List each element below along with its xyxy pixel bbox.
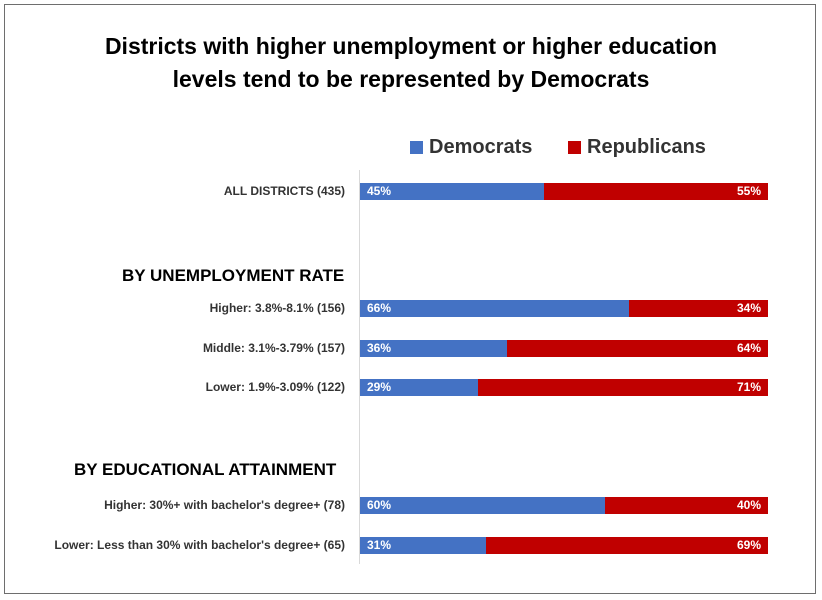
data-label-republicans: 55% (736, 184, 761, 198)
legend-item-republicans: Republicans (568, 136, 706, 159)
category-label: Lower: Less than 30% with bachelor's deg… (54, 538, 345, 552)
bar-republicans: 34% (629, 300, 768, 317)
legend-label-republicans: Republicans (587, 136, 706, 158)
legend-item-democrats: Democrats (410, 136, 532, 159)
bar-democrats: 36% (360, 340, 507, 357)
bar-republicans: 71% (478, 379, 768, 396)
legend-swatch-republicans (568, 141, 581, 154)
category-label: Lower: 1.9%-3.09% (122) (205, 380, 345, 394)
category-axis-line (359, 170, 360, 564)
bar-democrats: 31% (360, 537, 486, 554)
bar-republicans: 40% (605, 497, 768, 514)
data-label-republicans: 64% (736, 341, 761, 355)
category-label: Higher: 30%+ with bachelor's degree+ (78… (104, 498, 345, 512)
category-label: Middle: 3.1%-3.79% (157) (202, 341, 345, 355)
data-label-republicans: 34% (736, 301, 761, 315)
legend-swatch-democrats (410, 141, 423, 154)
bar-democrats: 45% (360, 183, 544, 200)
bar-democrats: 29% (360, 379, 478, 396)
bar-republicans: 64% (507, 340, 768, 357)
data-label-republicans: 40% (736, 498, 761, 512)
chart-title-line-2: levels tend to be represented by Democra… (172, 66, 650, 92)
data-label-democrats: 31% (367, 538, 392, 552)
section-heading: BY EDUCATIONAL ATTAINMENT (74, 460, 337, 479)
bar-democrats: 60% (360, 497, 605, 514)
data-label-republicans: 69% (736, 538, 761, 552)
bar-republicans: 55% (544, 183, 768, 200)
legend-label-democrats: Democrats (429, 136, 533, 158)
data-label-democrats: 36% (367, 341, 392, 355)
data-label-democrats: 60% (367, 498, 392, 512)
chart-title-line-1: Districts with higher unemployment or hi… (104, 33, 718, 59)
category-label: Higher: 3.8%-8.1% (156) (209, 301, 345, 315)
chart-frame (4, 4, 816, 594)
section-heading: BY UNEMPLOYMENT RATE (122, 266, 345, 285)
bar-democrats: 66% (360, 300, 629, 317)
data-label-democrats: 45% (367, 184, 392, 198)
data-label-democrats: 66% (367, 301, 392, 315)
chart-title: Districts with higher unemployment or hi… (0, 30, 822, 96)
data-label-republicans: 71% (736, 380, 761, 394)
data-label-democrats: 29% (367, 380, 392, 394)
category-label: ALL DISTRICTS (435) (223, 184, 345, 198)
bar-republicans: 69% (486, 537, 768, 554)
